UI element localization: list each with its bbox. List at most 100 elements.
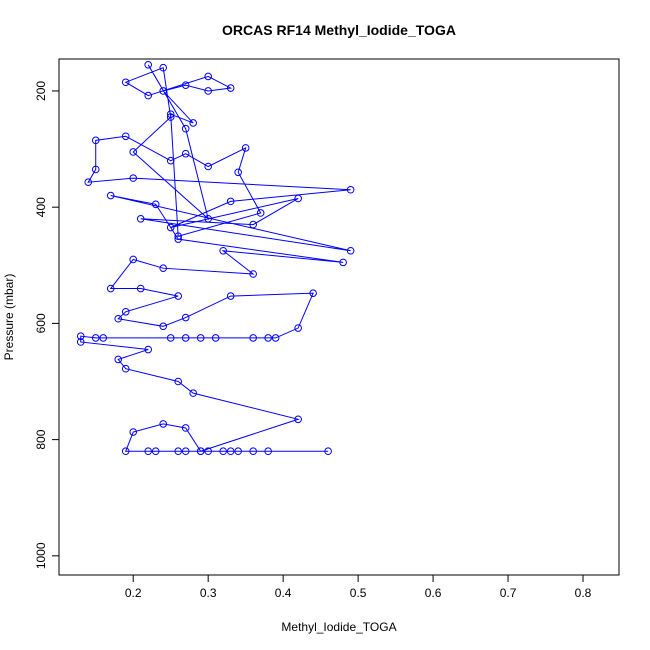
data-point (106, 284, 115, 293)
data-point (249, 220, 257, 229)
data-point (249, 270, 257, 278)
data-point (129, 255, 138, 264)
data-point (136, 214, 145, 223)
x-tick-label: 0.5 (350, 586, 367, 600)
data-point (234, 168, 242, 177)
y-tick-label: 200 (34, 81, 48, 101)
x-tick-label: 0.8 (575, 586, 592, 600)
data-point (204, 214, 212, 223)
data-point (219, 246, 227, 255)
data-point (204, 162, 212, 171)
data-point (76, 332, 85, 340)
data-point (339, 258, 347, 267)
data-point (346, 246, 355, 255)
data-point (294, 194, 302, 203)
x-tick-label: 0.2 (125, 586, 142, 600)
data-point (346, 185, 355, 194)
data-point (121, 364, 130, 373)
y-tick-label: 600 (34, 313, 48, 333)
plot-frame (58, 58, 620, 576)
data-point (226, 447, 235, 456)
data-point (159, 87, 168, 95)
y-tick-label: 400 (34, 197, 48, 217)
data-point (91, 136, 100, 145)
data-point (91, 334, 100, 342)
data-point (166, 113, 175, 121)
data-point (144, 447, 153, 456)
y-tick-label: 800 (34, 429, 48, 449)
data-point (219, 447, 227, 456)
data-point (196, 447, 205, 456)
data-point (121, 132, 130, 141)
data-point (174, 232, 182, 241)
data-point (121, 447, 130, 456)
y-tick-label: 1000 (34, 542, 48, 569)
data-point (144, 345, 153, 354)
data-point (204, 447, 212, 456)
data-point (181, 81, 190, 89)
data-point (189, 119, 197, 127)
data-point (151, 447, 160, 456)
data-point (174, 447, 182, 456)
data-point (294, 415, 302, 424)
data-point (181, 424, 190, 432)
data-line (80, 64, 351, 452)
data-point (174, 377, 182, 386)
data-point (174, 235, 182, 243)
data-point (166, 110, 175, 119)
data-point (174, 292, 182, 300)
data-point (106, 191, 115, 200)
data-point (264, 447, 272, 456)
data-point (204, 87, 212, 95)
data-point (121, 78, 130, 87)
data-point (159, 322, 168, 331)
data-point (241, 144, 250, 152)
x-axis-label: Methyl_Iodide_TOGA (281, 620, 396, 634)
data-point (181, 313, 190, 322)
data-point (114, 314, 123, 323)
data-point (129, 148, 138, 156)
data-point (166, 156, 175, 165)
y-axis-label: Pressure (mbar) (2, 274, 16, 361)
x-tick-label: 0.3 (200, 586, 217, 600)
data-point (114, 355, 123, 364)
data-point (136, 284, 145, 293)
x-tick-label: 0.4 (275, 586, 292, 600)
data-point (144, 61, 153, 69)
chart-title: ORCAS RF14 Methyl_Iodide_TOGA (222, 22, 456, 38)
data-point (166, 334, 175, 342)
data-point (159, 63, 168, 72)
data-point (226, 197, 235, 206)
data-point (129, 428, 138, 436)
data-point (99, 334, 108, 342)
data-point (166, 223, 175, 232)
data-point (226, 292, 235, 300)
data-point (256, 209, 265, 217)
data-point (324, 447, 332, 456)
x-tick-label: 0.6 (425, 586, 442, 600)
data-point (159, 420, 168, 428)
data-point (204, 72, 212, 81)
data-point (196, 334, 205, 342)
data-point (271, 334, 280, 342)
data-point (151, 200, 160, 209)
data-point (226, 84, 235, 92)
data-point (144, 91, 153, 100)
data-point (249, 447, 257, 456)
data-point (249, 334, 257, 342)
data-point (264, 334, 272, 342)
x-tick-label: 0.7 (500, 586, 517, 600)
data-point (91, 165, 100, 174)
data-point (129, 174, 138, 182)
data-point (84, 178, 93, 186)
data-point (189, 389, 197, 397)
data-point (181, 149, 190, 158)
data-point (121, 307, 130, 316)
data-point (181, 124, 190, 133)
data-point (294, 324, 302, 332)
data-point (309, 289, 317, 297)
data-point (211, 334, 220, 342)
